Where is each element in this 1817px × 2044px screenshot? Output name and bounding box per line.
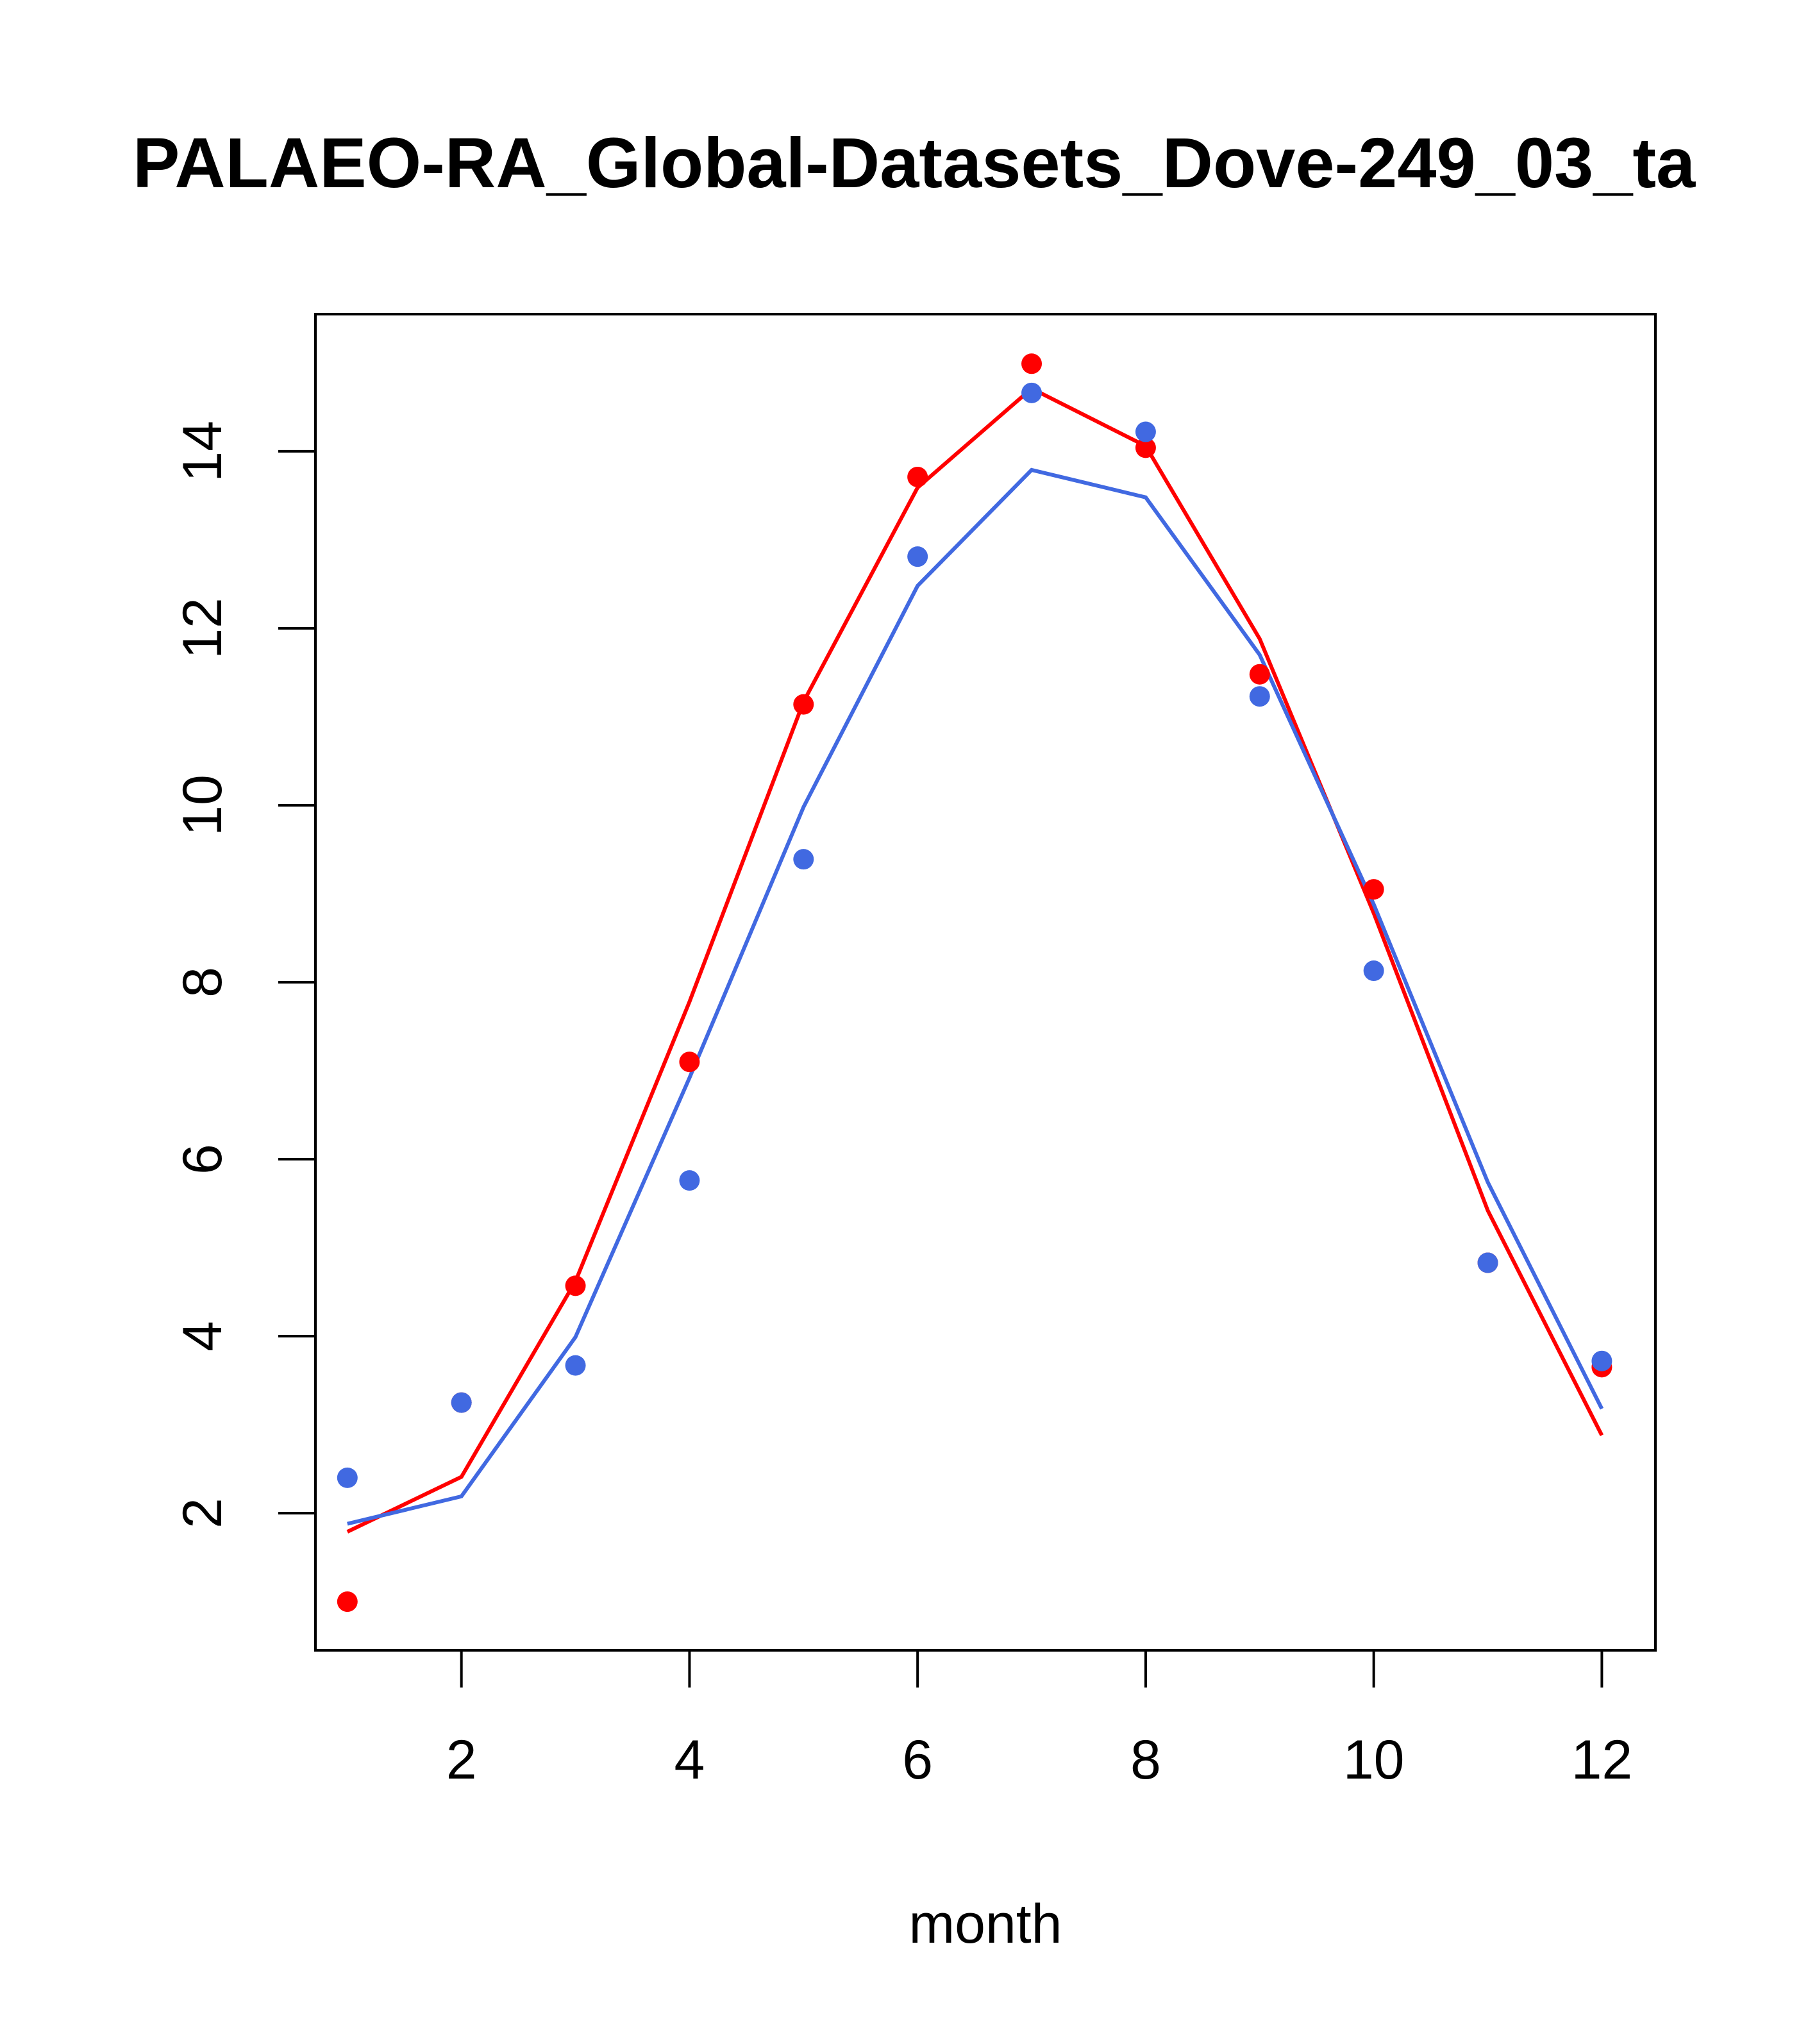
blue-point [1135,421,1156,442]
red-point [1249,664,1270,685]
y-tick-label: 14 [172,421,233,482]
blue-point [907,546,928,567]
red-line [346,386,1604,1534]
chart-title: PALAEO-RA_Global-Datasets_Dove-249_03_ta [133,124,1696,203]
blue-point [1477,1252,1498,1273]
blue-point [1591,1350,1612,1371]
y-axis: 2 4 6 8 10 12 14 [172,421,315,1529]
y-tick-label: 6 [172,1144,233,1175]
x-tick-label: 2 [446,1729,477,1791]
y-tick-label: 4 [172,1321,233,1352]
series-layer [337,353,1612,1613]
blue-point [679,1170,700,1191]
blue-point [793,849,814,870]
x-tick-label: 10 [1343,1729,1405,1791]
y-tick-label: 10 [172,775,233,836]
y-tick-label: 2 [172,1498,233,1529]
red-point [1021,353,1042,374]
red-point [1135,437,1156,458]
y-tick-label: 8 [172,967,233,998]
red-point [793,694,814,715]
red-point [907,466,928,487]
red-point [679,1051,700,1073]
blue-point [337,1467,358,1488]
x-tick-label: 12 [1571,1729,1633,1791]
x-axis: 2 4 6 8 10 12 [446,1650,1632,1791]
y-tick-label: 12 [172,598,233,659]
x-tick-label: 4 [674,1729,705,1791]
blue-point [451,1392,472,1413]
x-tick-label: 8 [1130,1729,1161,1791]
red-point [337,1591,358,1613]
blue-point [1021,382,1042,403]
blue-line [347,467,1604,1526]
blue-point [1363,960,1384,982]
x-tick-label: 6 [902,1729,933,1791]
red-point [1363,879,1384,900]
blue-point [1249,686,1270,707]
blue-point [565,1355,586,1376]
red-point [565,1275,586,1296]
x-axis-label: month [908,1893,1062,1955]
